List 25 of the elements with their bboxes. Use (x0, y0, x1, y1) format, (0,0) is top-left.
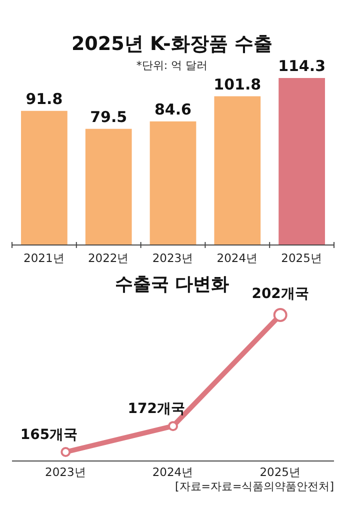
bar (214, 96, 261, 245)
chart-title: 2025년 K-화장품 수출 (71, 33, 273, 55)
x-tick-label: 2024년 (152, 465, 194, 479)
data-label: 165개국 (20, 427, 78, 443)
x-tick-label: 2025년 (260, 465, 301, 479)
data-label: 101.8 (214, 75, 262, 94)
chart-subtitle: *단위: 억 달러 (136, 59, 208, 72)
x-tick-label: 2025년 (281, 251, 322, 265)
x-tick-label: 2021년 (24, 251, 65, 265)
data-label: 84.6 (154, 100, 192, 118)
x-tick-label: 2024년 (216, 251, 258, 265)
x-tick-label: 2022년 (88, 251, 130, 265)
text: [자료=자료=식품의약품안전처] (174, 480, 334, 493)
bar (21, 110, 68, 245)
data-label: 202개국 (252, 286, 309, 302)
data-label: 114.3 (278, 57, 326, 75)
bar (278, 78, 325, 245)
data-label: 91.8 (26, 90, 63, 108)
bar (150, 121, 196, 245)
bar (85, 128, 132, 245)
data-label: 172개국 (128, 401, 185, 418)
x-tick-label: 2023년 (152, 251, 194, 265)
chart-title: 수출국 다변화 (114, 274, 230, 295)
x-tick-label: 2023년 (45, 465, 86, 479)
data-label: 79.5 (90, 108, 128, 126)
